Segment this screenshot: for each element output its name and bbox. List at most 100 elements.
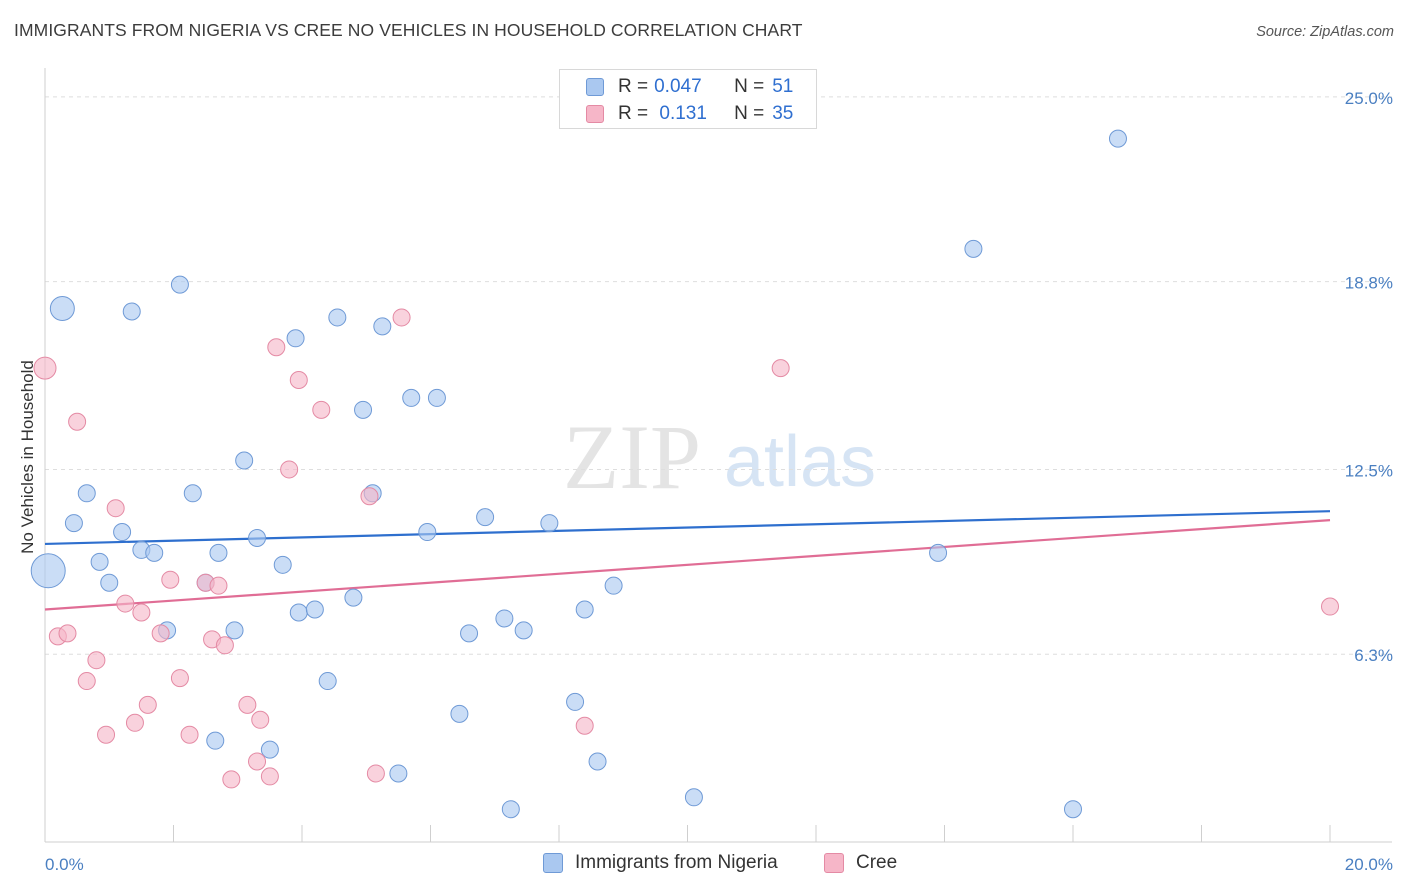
data-point [87, 651, 106, 670]
data-point [273, 555, 292, 574]
data-point [289, 371, 308, 390]
trend-line [44, 510, 1331, 546]
data-point [427, 388, 446, 407]
data-point [90, 552, 109, 571]
data-point [1321, 597, 1339, 616]
data-point [30, 553, 66, 589]
legend-n-value: 35 [772, 103, 794, 124]
legend-label-cree: Cree [856, 852, 898, 873]
data-point [116, 594, 135, 613]
data-point [113, 523, 132, 542]
data-point [1108, 129, 1127, 148]
data-point [106, 499, 125, 518]
data-point [222, 770, 241, 789]
data-point [209, 543, 228, 562]
y-tick-label: 6.3% [1354, 646, 1393, 665]
data-point [604, 576, 623, 595]
data-point [450, 704, 469, 723]
x-tick-label: 20.0% [1345, 855, 1393, 874]
data-point [575, 716, 594, 735]
data-point [235, 451, 254, 470]
legend-swatch-nigeria [586, 78, 604, 96]
legend-row-cree: R = 0.131 N = 35 [586, 101, 793, 127]
chart-title: IMMIGRANTS FROM NIGERIA VS CREE NO VEHIC… [14, 20, 803, 40]
data-point [49, 295, 75, 321]
trend-lines [44, 510, 1331, 611]
data-point [64, 514, 83, 533]
data-point [588, 752, 607, 771]
legend-r-label: R = [618, 103, 649, 124]
watermark-atlas: atlas [724, 422, 876, 502]
data-point [248, 752, 267, 771]
legend-row-nigeria: R = 0.047 N = 51 [586, 74, 793, 100]
tick-labels: 6.3% 12.5% 18.8% 25.0% 0.0% 20.0% [45, 89, 1393, 874]
data-point [373, 317, 392, 336]
legend-swatch-cree [586, 105, 604, 123]
data-point [328, 308, 347, 327]
data-point [238, 695, 257, 714]
data-point [305, 600, 324, 619]
data-point [215, 636, 234, 655]
data-point [312, 400, 331, 419]
data-point [225, 621, 244, 640]
data-point [125, 713, 144, 732]
data-point [151, 624, 170, 643]
legend-item-cree: Cree [824, 852, 897, 874]
data-point [170, 275, 189, 294]
data-point [280, 460, 299, 479]
data-point [170, 669, 189, 688]
data-point [77, 484, 96, 503]
grid-lines [45, 96, 1392, 655]
legend-swatch-cree [824, 853, 844, 873]
data-point [138, 695, 157, 714]
data-point [771, 359, 790, 378]
data-point [418, 523, 437, 542]
y-tick-label: 25.0% [1345, 89, 1393, 108]
data-point [929, 543, 948, 562]
data-point [248, 528, 267, 547]
data-point [183, 484, 202, 503]
data-point [58, 624, 77, 643]
data-point [260, 740, 279, 759]
legend-n-value: 51 [772, 76, 794, 97]
data-point [289, 603, 308, 622]
x-tick-label: 0.0% [45, 855, 84, 874]
data-point [566, 692, 585, 711]
data-point [260, 767, 279, 786]
data-point [161, 570, 180, 589]
data-point [100, 573, 119, 592]
data-point [460, 624, 479, 643]
data-point [251, 710, 270, 729]
legend-n-label: N = [734, 103, 765, 124]
source-label: Source: ZipAtlas.com [1256, 24, 1394, 40]
legend-label-nigeria: Immigrants from Nigeria [575, 852, 778, 873]
legend-r-value: 0.131 [654, 103, 707, 124]
data-point [68, 412, 87, 431]
data-point [684, 788, 703, 807]
data-point [392, 308, 411, 327]
data-point [132, 603, 151, 622]
data-point [145, 543, 164, 562]
series-legend: Immigrants from Nigeria Cree [0, 852, 1406, 876]
data-point [476, 508, 495, 527]
data-point [318, 672, 337, 691]
watermark-zip: ZIP [563, 406, 701, 508]
data-point [180, 725, 199, 744]
y-tick-label: 18.8% [1345, 274, 1393, 293]
data-point [286, 329, 305, 348]
data-point [267, 338, 286, 357]
data-point [354, 400, 373, 419]
data-points [30, 70, 1339, 819]
trend-line [44, 519, 1331, 611]
legend-swatch-nigeria [543, 853, 563, 873]
data-point [209, 576, 228, 595]
legend-r-value: 0.047 [654, 76, 702, 97]
legend-r-label: R = [618, 76, 649, 97]
data-point [540, 514, 559, 533]
data-point [77, 672, 96, 691]
data-point [33, 356, 57, 380]
data-point [344, 588, 363, 607]
data-point [366, 764, 385, 783]
